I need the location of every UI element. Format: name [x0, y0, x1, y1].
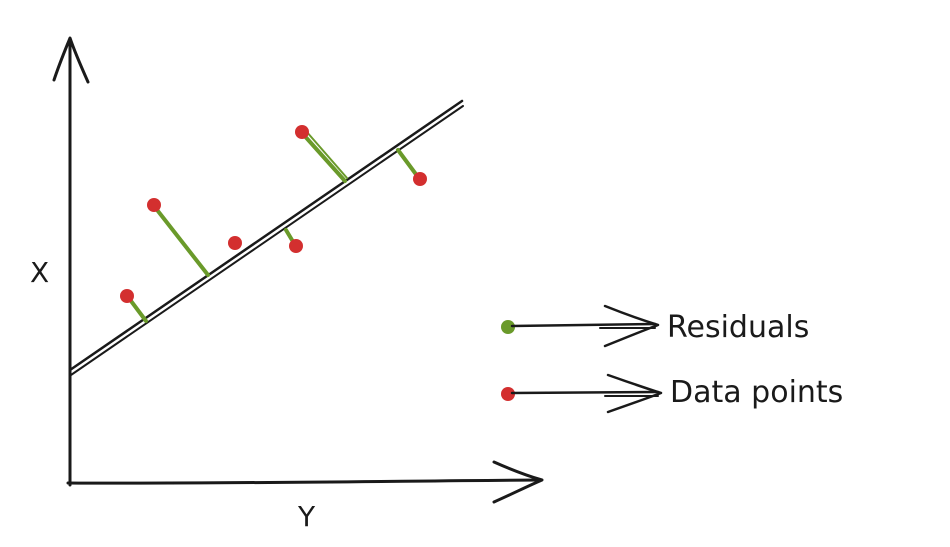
regression-line — [68, 99, 464, 376]
legend-label-residuals: Residuals — [667, 310, 809, 345]
residuals — [126, 130, 420, 323]
data-point-1 — [120, 289, 134, 303]
data-point-3 — [228, 236, 242, 250]
vertical-axis-label: X — [30, 256, 49, 289]
residual-5 — [396, 148, 420, 179]
vertical-axis — [52, 36, 90, 487]
residual-2 — [152, 204, 210, 277]
residual-4b — [305, 130, 348, 179]
horizontal-axis — [66, 460, 544, 504]
legend-item-data-points: Data points — [501, 373, 843, 414]
residual-legend-arrow — [510, 322, 657, 328]
data-points — [120, 125, 427, 303]
data-point-legend-marker — [501, 387, 515, 401]
data-point-legend-arrow — [510, 390, 660, 395]
residual-legend-marker — [501, 320, 515, 334]
legend-label-data-points: Data points — [670, 375, 843, 410]
data-point-5 — [295, 125, 309, 139]
legend-item-residuals: Residuals — [501, 304, 809, 348]
data-point-2 — [147, 198, 161, 212]
horizontal-axis-label: Y — [297, 500, 316, 533]
residual-4 — [300, 131, 347, 183]
data-point-4 — [289, 239, 303, 253]
data-point-6 — [413, 172, 427, 186]
